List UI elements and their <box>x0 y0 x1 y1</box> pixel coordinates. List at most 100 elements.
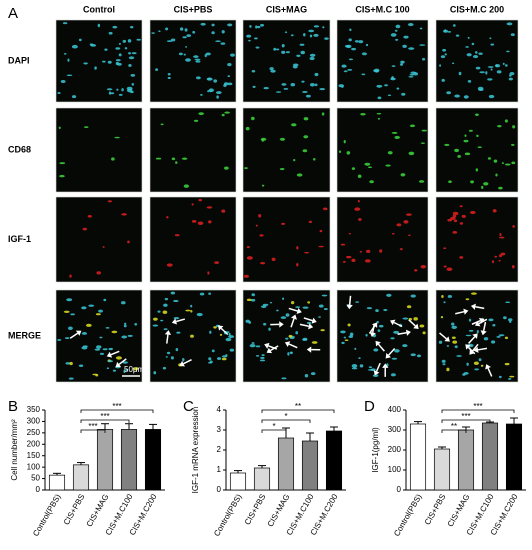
arrow <box>166 334 169 344</box>
cell <box>311 341 318 344</box>
significance-label: ** <box>295 402 301 411</box>
cell <box>199 292 205 296</box>
cell <box>193 119 199 122</box>
cell <box>166 351 171 355</box>
row-label: MERGE <box>8 330 41 340</box>
cell <box>338 84 345 88</box>
cell <box>182 36 187 39</box>
cell <box>269 67 274 71</box>
cell <box>409 73 415 76</box>
cell <box>444 29 447 32</box>
cell <box>81 332 88 335</box>
cell <box>403 35 409 39</box>
cell <box>123 322 127 325</box>
cell <box>351 167 356 170</box>
cell <box>490 43 495 46</box>
micrograph <box>435 19 519 103</box>
cell <box>391 65 396 67</box>
cell <box>465 46 469 48</box>
cell <box>487 66 494 68</box>
cell <box>504 362 510 366</box>
cell <box>511 264 515 269</box>
cell <box>302 149 308 153</box>
cell <box>390 337 395 340</box>
cell <box>166 40 173 43</box>
cell <box>508 318 513 322</box>
y-tick-label: 0 <box>397 485 402 494</box>
cell <box>165 356 168 358</box>
cell <box>260 356 265 359</box>
arrow <box>467 346 476 355</box>
cell <box>377 117 381 120</box>
cell <box>400 63 403 66</box>
cell <box>57 91 61 94</box>
cell <box>82 227 87 231</box>
cell <box>455 34 460 37</box>
cell <box>509 320 512 323</box>
cell <box>255 25 258 29</box>
cell <box>67 326 73 331</box>
cell <box>511 143 515 146</box>
cell <box>414 269 418 272</box>
cell <box>111 157 115 161</box>
cell <box>209 330 212 334</box>
cell <box>173 299 179 303</box>
cell <box>351 47 356 51</box>
cell <box>451 336 456 340</box>
cell <box>216 91 222 95</box>
micrograph <box>242 289 331 383</box>
cell <box>444 53 447 56</box>
cell <box>402 44 407 48</box>
cell <box>102 60 106 63</box>
arrow <box>288 307 298 312</box>
cell <box>207 90 210 93</box>
cell <box>372 374 379 377</box>
cell <box>387 94 392 97</box>
cell <box>245 126 250 131</box>
cell <box>251 342 255 344</box>
cell <box>318 245 324 248</box>
arrow-head <box>171 318 178 325</box>
cell <box>118 42 121 45</box>
cell <box>248 39 251 42</box>
panel-label: B <box>8 398 18 415</box>
cell <box>509 71 515 76</box>
cell <box>345 45 350 48</box>
arrow <box>110 350 120 356</box>
cell <box>467 80 472 83</box>
bar <box>229 472 247 491</box>
cell <box>111 330 118 334</box>
x-tick-label: Control(PBS) <box>212 492 244 538</box>
cell <box>292 65 298 69</box>
cell <box>495 173 498 177</box>
cell <box>366 307 373 310</box>
arrow <box>375 362 381 372</box>
y-axis-label: IGF-1 mRNA expression <box>191 407 200 494</box>
cell <box>260 23 264 27</box>
micrograph <box>149 107 237 193</box>
y-axis-label: IGF-1(pg/ml) <box>371 427 380 473</box>
cell <box>509 375 515 378</box>
cell <box>490 68 493 71</box>
cell <box>68 377 74 380</box>
cell <box>191 219 197 223</box>
arrow <box>303 317 313 322</box>
cell <box>122 361 128 364</box>
arrow-head <box>296 307 302 315</box>
error-bar <box>414 421 422 424</box>
cell <box>463 139 469 143</box>
cell <box>190 304 193 308</box>
cell <box>475 113 479 116</box>
cell <box>343 70 348 73</box>
cell <box>249 343 256 348</box>
cell <box>506 50 510 53</box>
scale-bar-label: 50μm <box>124 365 145 374</box>
cell <box>453 219 458 223</box>
error-bar <box>77 462 85 465</box>
cell <box>450 216 456 220</box>
cell <box>227 63 232 67</box>
arrow <box>377 343 385 352</box>
cell <box>130 73 136 77</box>
bar <box>325 430 343 491</box>
arrow <box>290 318 295 328</box>
